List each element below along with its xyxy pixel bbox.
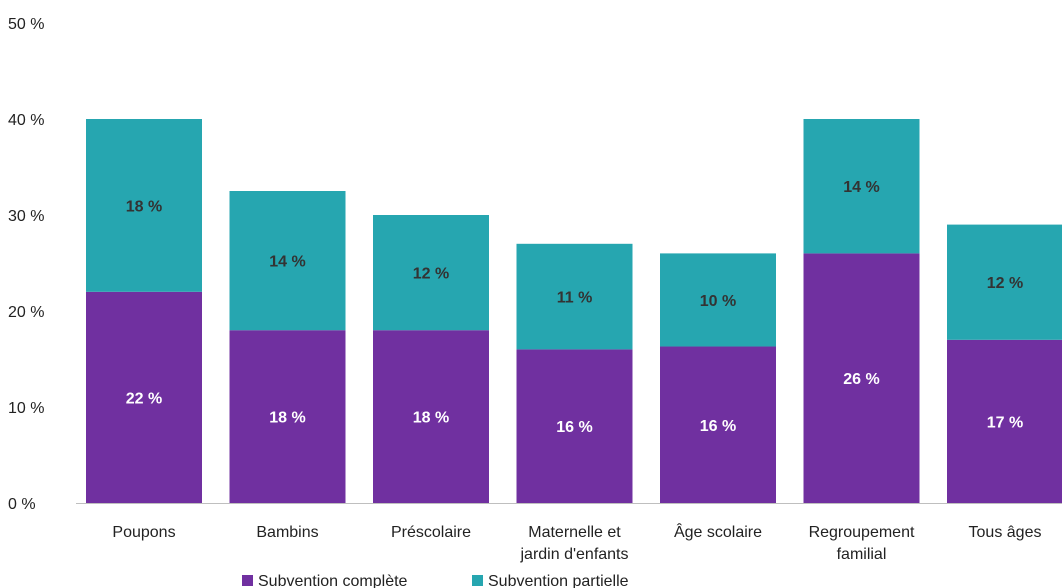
y-tick-label: 20 % (8, 304, 44, 321)
data-label: 12 % (987, 275, 1023, 292)
data-label: 18 % (126, 198, 162, 215)
legend-swatch (242, 575, 253, 586)
data-label: 11 % (557, 290, 593, 307)
y-tick-label: 10 % (8, 400, 44, 417)
legend-swatch (472, 575, 483, 586)
legend: Subvention complète Subvention partielle (242, 573, 629, 588)
bar-segment-subvention-partielle (516, 243, 633, 350)
x-tick-label: Regroupement (809, 524, 915, 541)
legend-label: Subvention complète (258, 573, 408, 588)
bar-segment-subvention-complete (803, 253, 920, 503)
bar-segment-subvention-complete (947, 339, 1062, 503)
x-tick-label: Poupons (112, 524, 175, 541)
x-axis-labels: Poupons Bambins Préscolaire Maternelle et ja… (112, 522, 1041, 563)
data-label: 18 % (413, 410, 449, 427)
x-tick-label: Tous âges (969, 524, 1042, 541)
y-tick-label: 0 % (8, 496, 36, 513)
bar-segment-subvention-partielle (373, 215, 489, 331)
x-tick-label: Maternelle et (528, 524, 621, 541)
bar-segment-subvention-partielle (229, 191, 346, 331)
bar-segment-subvention-complete (229, 330, 346, 503)
y-tick-label: 30 % (8, 208, 44, 225)
data-label: 10 % (700, 293, 736, 310)
bar-segment-subvention-complete (660, 346, 776, 503)
bar-segment-subvention-partielle (660, 253, 776, 347)
data-label: 14 % (269, 254, 305, 271)
legend-label: Subvention partielle (488, 573, 629, 588)
data-label: 17 % (987, 414, 1023, 431)
x-tick-label: Préscolaire (391, 524, 471, 541)
bar-segment-subvention-partielle (86, 119, 202, 292)
data-label: 14 % (843, 179, 879, 196)
bar-segment-subvention-complete (373, 330, 489, 503)
x-tick-label: Âge scolaire (674, 522, 762, 541)
bar-segment-subvention-complete (516, 349, 633, 503)
x-tick-label: familial (837, 546, 887, 563)
x-tick-label: Bambins (256, 524, 318, 541)
bar-segment-subvention-complete (86, 291, 202, 503)
bar-segment-subvention-partielle (947, 224, 1062, 340)
bars: 22 % 18 % 18 % 14 % 18 % 12 % 16 % 11 % 16 % 10 %… (86, 119, 1062, 503)
y-axis: 0 % 10 % 20 % 30 % 40 % 50 % (8, 16, 44, 513)
data-label: 12 % (413, 266, 449, 283)
data-label: 26 % (843, 371, 879, 388)
y-tick-label: 40 % (8, 112, 44, 129)
bar-segment-subvention-partielle (803, 119, 920, 254)
data-label: 16 % (700, 418, 736, 435)
y-tick-label: 50 % (8, 16, 44, 33)
data-label: 22 % (126, 390, 162, 407)
data-label: 18 % (269, 410, 305, 427)
x-tick-label: jardin d'enfants (519, 546, 628, 563)
data-label: 16 % (556, 419, 592, 436)
